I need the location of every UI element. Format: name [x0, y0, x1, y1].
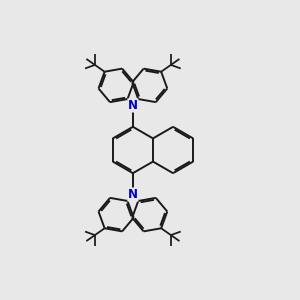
Text: N: N [128, 99, 138, 112]
Text: N: N [128, 188, 138, 201]
